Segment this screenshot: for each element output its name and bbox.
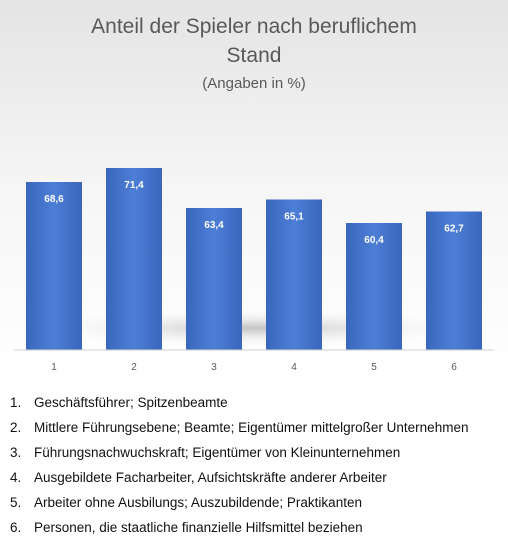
x-tick-label: 3 — [211, 362, 217, 373]
bar-value-label: 71,4 — [124, 180, 144, 191]
x-tick-labels: 1 2 3 4 5 6 — [51, 362, 457, 373]
legend-item: 6. Personen, die staatliche finanzielle H… — [0, 515, 508, 540]
bars-group: 68,6 71,4 63,4 65,1 60,4 62,7 — [26, 168, 482, 350]
category-legend-list: 1. Geschäftsführer; Spitzenbeamte 2. Mittle… — [0, 390, 508, 540]
legend-item-text: Arbeiter ohne Ausbilungs; Auszubildende;… — [34, 495, 362, 510]
bar-value-label: 68,6 — [44, 194, 64, 205]
bar-value-label: 62,7 — [444, 224, 464, 235]
bar-1 — [26, 182, 82, 350]
chart-title-line-2: Stand — [227, 44, 282, 67]
bar-6 — [426, 211, 482, 350]
bar-value-label: 60,4 — [364, 235, 384, 246]
legend-item: 2. Mittlere Führungsebene; Beamte; Eigent… — [0, 415, 508, 440]
x-tick-label: 6 — [451, 362, 457, 373]
x-tick-label: 4 — [291, 362, 297, 373]
bar-3 — [186, 208, 242, 350]
bar-4 — [266, 199, 322, 350]
bar-chart: Anteil der Spieler nach beruflichem Stan… — [14, 15, 494, 373]
x-tick-label: 1 — [51, 362, 57, 373]
legend-item: 4. Ausgebildete Facharbeiter, Aufsichtskr… — [0, 465, 508, 490]
legend-item-number: 1. — [10, 395, 22, 410]
legend-item-number: 6. — [10, 520, 22, 535]
bar-value-label: 63,4 — [204, 220, 224, 231]
legend-item: 3. Führungsnachwuchskraft; Eigentümer von… — [0, 440, 508, 465]
legend-item-text: Mittlere Führungsebene; Beamte; Eigentüm… — [34, 420, 469, 435]
chart-area: Anteil der Spieler nach beruflichem Stan… — [0, 0, 508, 380]
legend-item-number: 3. — [10, 445, 22, 460]
chart-subtitle: (Angaben in %) — [202, 75, 305, 92]
legend-item-number: 2. — [10, 420, 22, 435]
legend-item-text: Personen, die staatliche finanzielle Hil… — [34, 520, 363, 535]
legend-item-text: Führungsnachwuchskraft; Eigentümer von K… — [34, 445, 401, 460]
legend-item-text: Geschäftsführer; Spitzenbeamte — [34, 395, 228, 410]
legend-item-number: 4. — [10, 470, 22, 485]
legend-item: 1. Geschäftsführer; Spitzenbeamte — [0, 390, 508, 415]
bar-5 — [346, 223, 402, 350]
legend-item-number: 5. — [10, 495, 22, 510]
legend-item: 5. Arbeiter ohne Ausbilungs; Auszubildend… — [0, 490, 508, 515]
floor-shadow — [14, 308, 494, 348]
x-tick-label: 2 — [131, 362, 137, 373]
legend-item-text: Ausgebildete Facharbeiter, Aufsichtskräf… — [34, 470, 387, 485]
x-tick-label: 5 — [371, 362, 377, 373]
bar-value-label: 65,1 — [284, 212, 304, 223]
bar-2 — [106, 168, 162, 350]
chart-title-line-1: Anteil der Spieler nach beruflichem — [91, 15, 417, 38]
